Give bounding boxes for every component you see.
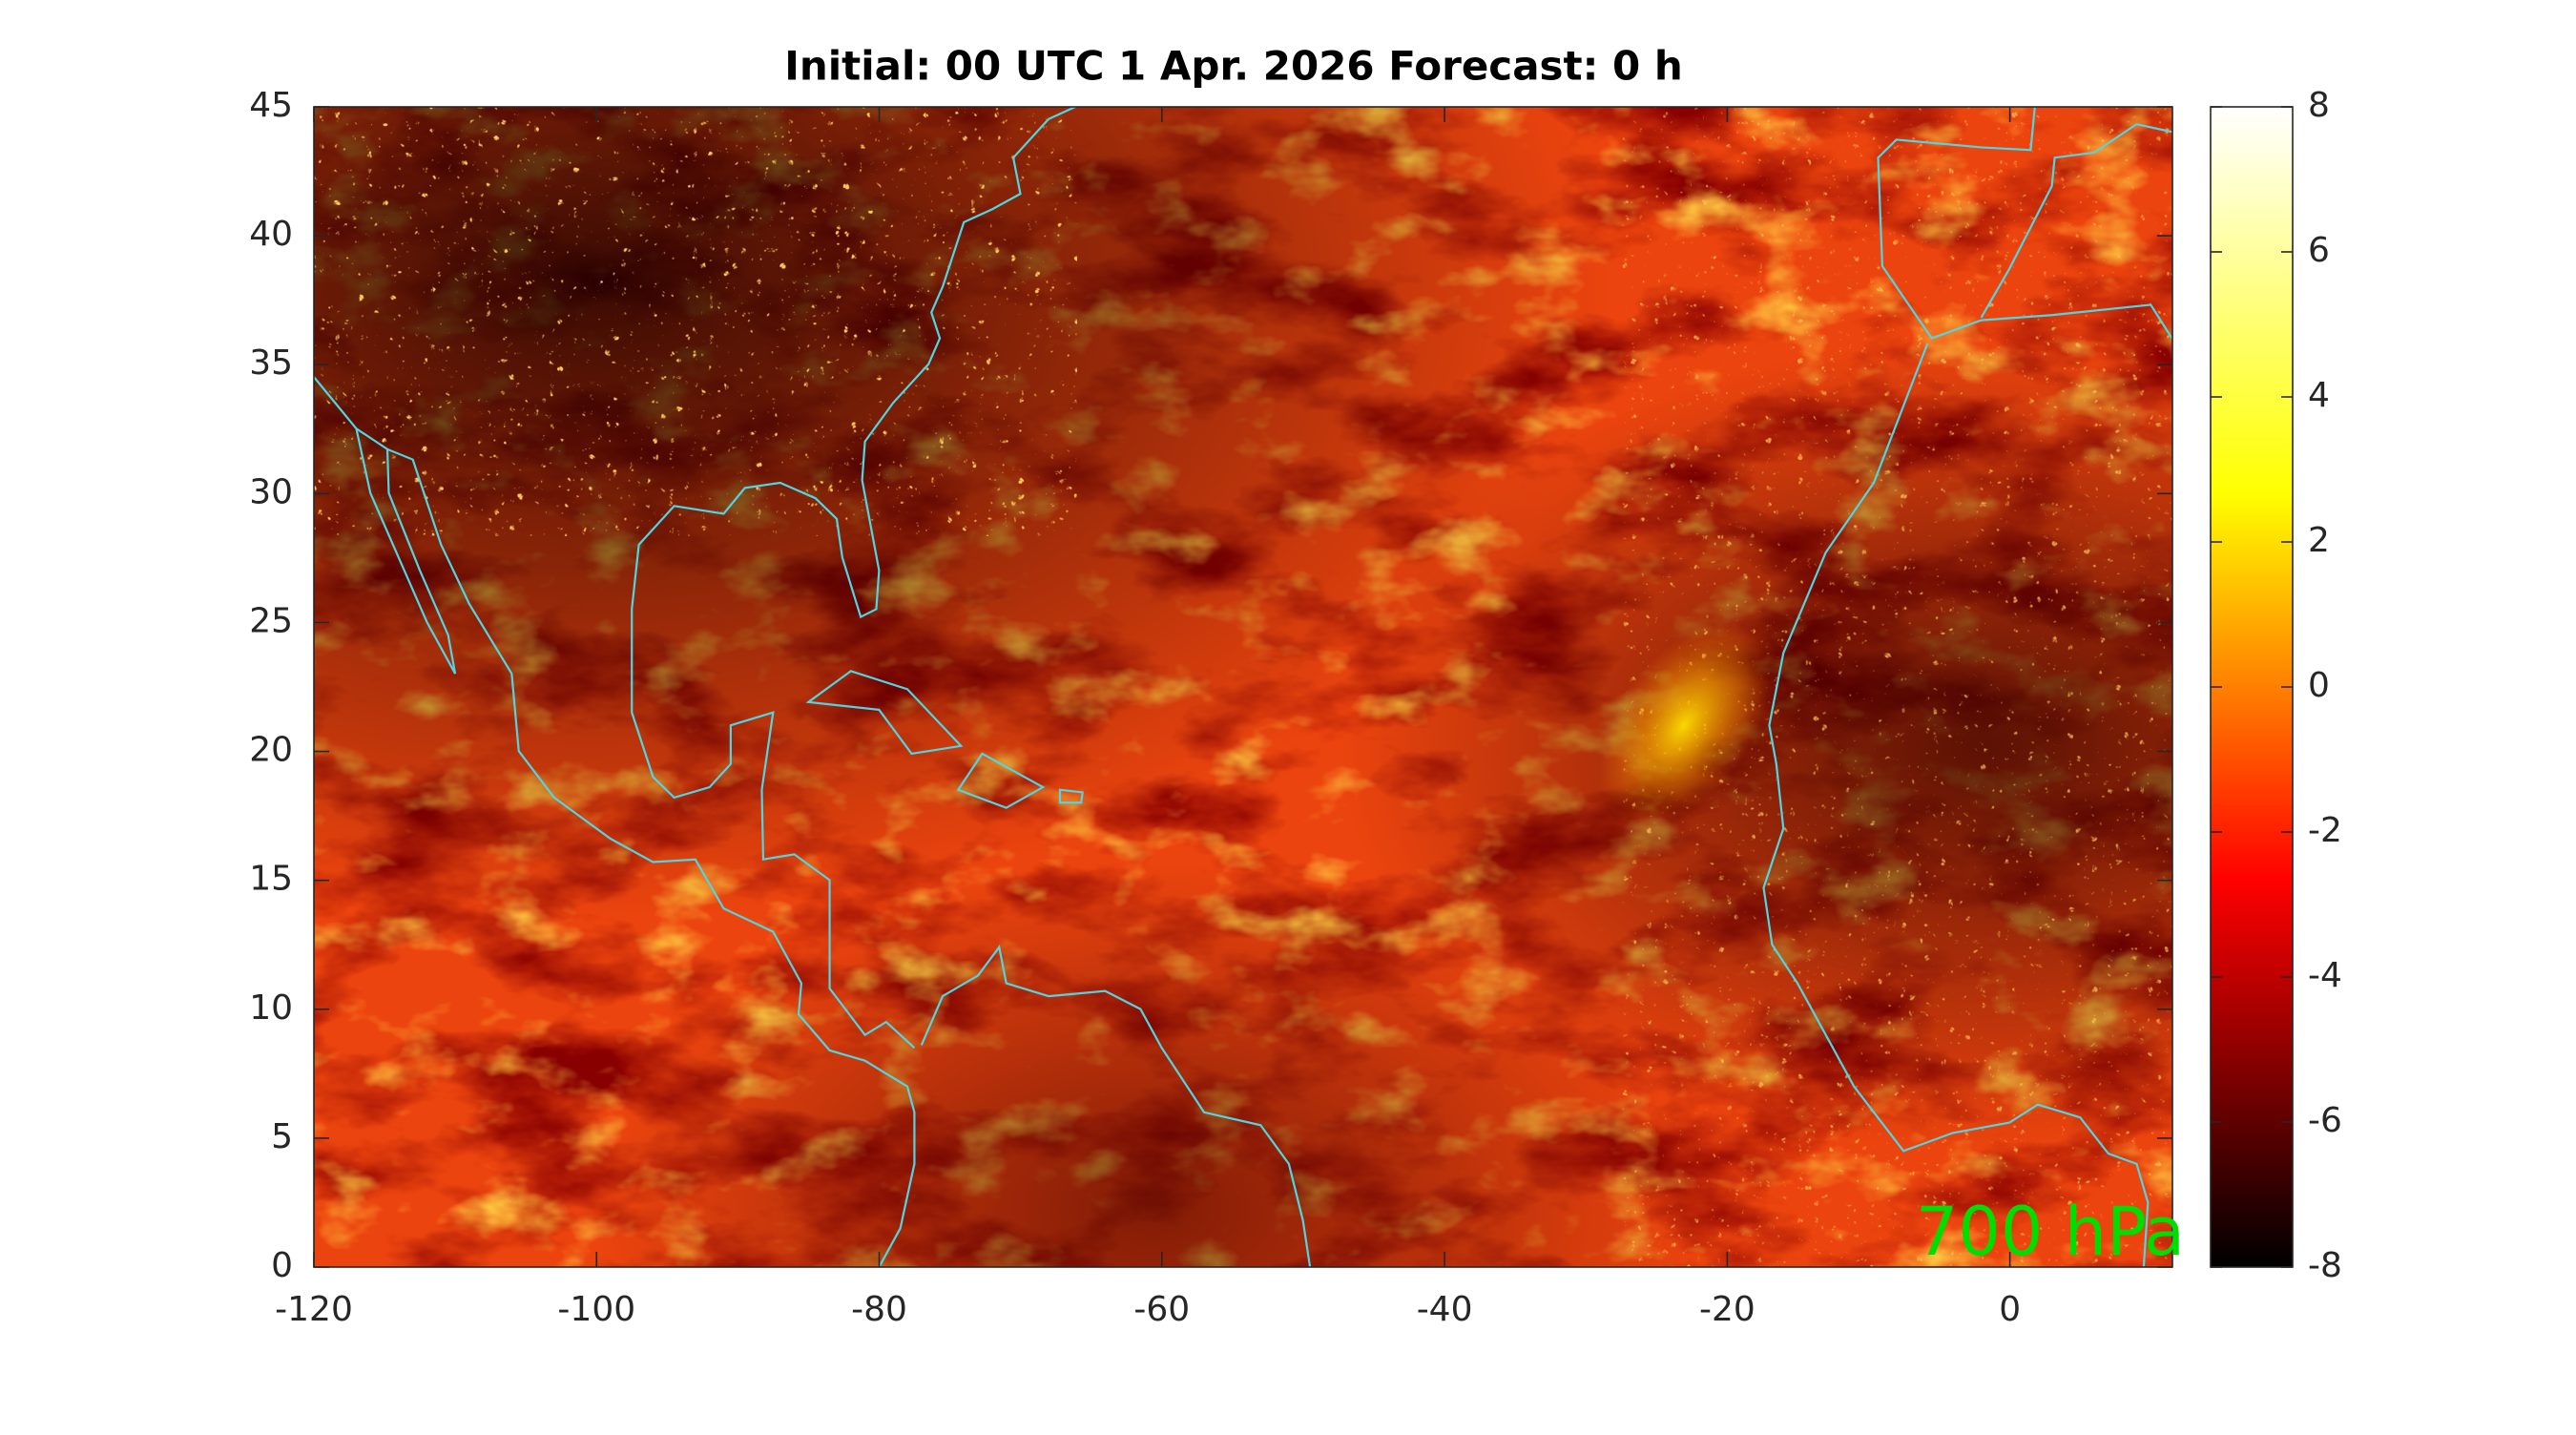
y-tick-label: 20 [249,731,293,770]
coastline-south-america [922,947,1310,1267]
axes-box [313,106,2173,1268]
colorbar-tick-label: 4 [2308,376,2330,415]
x-tick-label: 0 [1999,1290,2021,1329]
field-bright-patch [1598,623,1770,827]
coastline-hispaniola [958,754,1043,808]
y-tick-label: 10 [249,988,293,1028]
colorbar-tick-label: 6 [2308,231,2330,270]
colorbar-tick-label: 0 [2308,666,2330,705]
colorbar [2210,106,2294,1268]
y-tick-label: 40 [249,215,293,254]
colorbar-tick-label: 8 [2308,86,2330,125]
x-tick-label: -40 [1417,1290,1473,1329]
colorbar-tick-label: -2 [2308,811,2342,850]
colorbar-tick-label: 2 [2308,521,2330,560]
colorbar-tick-label: -4 [2308,956,2342,995]
y-tick-label: 15 [249,860,293,899]
x-tick-label: -80 [851,1290,907,1329]
coastline-baja [356,428,455,674]
field-speckle-north [314,107,1077,536]
colorbar-tick-label: -6 [2308,1101,2342,1140]
coastline-atlantic-americas [632,106,1077,1048]
y-tick-label: 35 [249,343,293,383]
coastlines [314,106,2172,1267]
y-tick-label: 30 [249,472,293,511]
y-tick-label: 45 [249,86,293,125]
coastline-cuba [808,671,961,754]
field-image [314,106,2172,1267]
coastline-africa [1764,343,2149,1267]
level-annotation: 700 hPa [1916,1193,2185,1271]
colorbar-tick-label: -8 [2308,1246,2342,1285]
y-tick-label: 0 [271,1246,293,1285]
coastline-spain-med [1982,124,2172,318]
coastline-puerto-rico [1060,790,1083,803]
chart-title: Initial: 00 UTC 1 Apr. 2026 Forecast: 0 … [784,43,1683,90]
y-tick-label: 5 [271,1117,293,1156]
coastline-iberia [1878,106,2171,338]
x-tick-label: -100 [557,1290,635,1329]
y-tick-label: 25 [249,601,293,640]
coastline-pacific [314,377,914,1267]
x-tick-label: -20 [1699,1290,1755,1329]
x-tick-label: -60 [1133,1290,1190,1329]
x-tick-label: -120 [275,1290,353,1329]
